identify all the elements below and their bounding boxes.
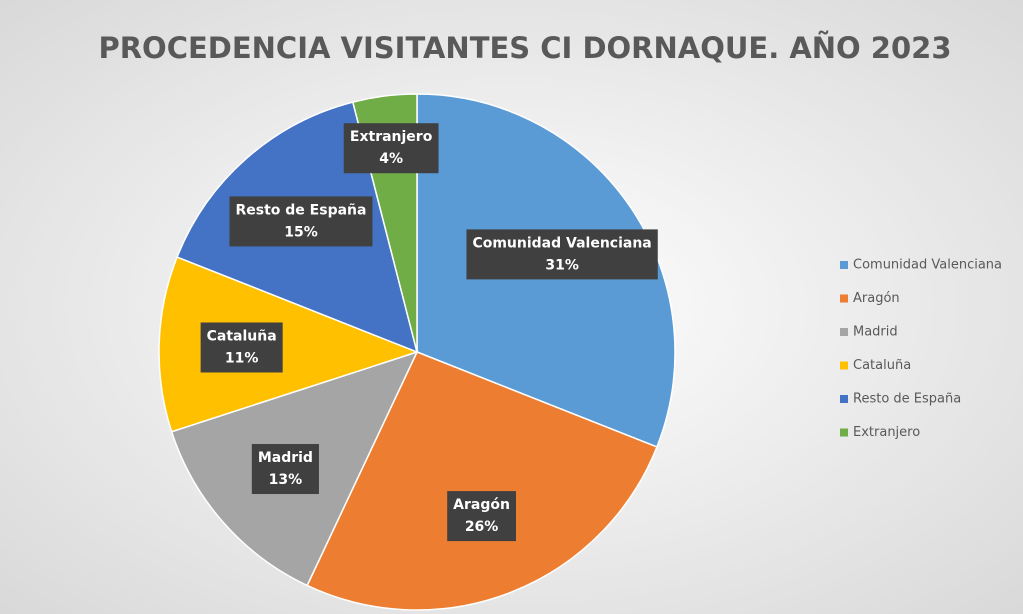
pie-slice (158, 256, 420, 433)
data-label-value: 15% (284, 224, 318, 240)
data-label-box (343, 123, 439, 174)
legend-label: Resto de España (853, 392, 961, 407)
legend-swatch (840, 361, 848, 370)
data-label-name: Cataluña (207, 328, 277, 344)
data-label-box (251, 444, 319, 495)
data-label-box (447, 491, 516, 542)
legend-label: Extranjero (853, 425, 920, 440)
legend-label: Aragón (853, 291, 900, 306)
data-label-value: 13% (269, 472, 303, 488)
legend-swatch (840, 395, 848, 403)
data-label: Cataluña 11% (200, 322, 283, 373)
data-label-name: Madrid (258, 450, 313, 466)
legend-label: Madrid (853, 325, 898, 340)
data-label-name: Extranjero (350, 129, 433, 145)
data-label: Aragón 26% (447, 491, 516, 542)
data-label-box (229, 196, 373, 247)
legend-label: Comunidad Valenciana (853, 258, 1002, 273)
data-label-value: 4% (379, 151, 403, 167)
data-label: Extranjero 4% (343, 123, 439, 174)
data-label-value: 26% (465, 519, 499, 535)
chart-title: PROCEDENCIA VISITANTES CI DORNAQUE. AÑO … (98, 31, 951, 65)
data-label-name: Resto de España (235, 202, 366, 218)
data-label-name: Comunidad Valenciana (472, 235, 651, 251)
data-label-box (200, 322, 283, 373)
data-label: Resto de España 15% (229, 196, 373, 247)
legend-swatch (840, 294, 848, 303)
data-label-name: Aragón (453, 497, 510, 513)
pie-slice (306, 351, 658, 611)
data-label: Madrid 13% (251, 444, 319, 495)
data-label: Comunidad Valenciana 31% (466, 229, 658, 280)
legend-label: Cataluña (853, 358, 911, 373)
legend-swatch (840, 261, 848, 269)
legend-swatch (840, 328, 848, 336)
data-label-box (466, 229, 658, 280)
legend-swatch (840, 428, 848, 437)
data-label-value: 31% (545, 257, 579, 273)
data-label-value: 11% (225, 350, 259, 366)
